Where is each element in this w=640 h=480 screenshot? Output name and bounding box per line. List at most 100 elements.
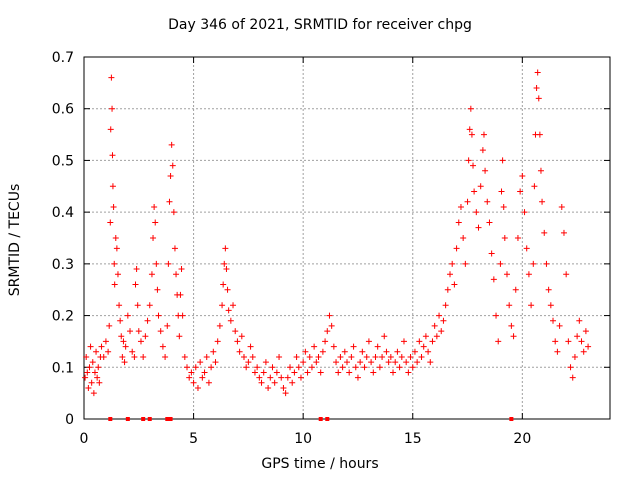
data-point (166, 198, 173, 205)
data-point (486, 219, 493, 226)
data-point (333, 359, 340, 366)
y-tick-label: 0.7 (52, 50, 74, 66)
data-point (153, 260, 160, 267)
data-point (197, 359, 204, 366)
data-point (400, 338, 407, 345)
data-point (523, 245, 530, 252)
data-point (194, 384, 201, 391)
data-point (260, 369, 267, 376)
data-point (199, 374, 206, 381)
data-point (304, 369, 311, 376)
data-point (534, 69, 541, 76)
data-point (159, 343, 166, 350)
data-point (162, 353, 169, 360)
data-point (326, 312, 333, 319)
data-point (148, 271, 155, 278)
data-point (201, 369, 208, 376)
y-tick-label: 0.5 (52, 153, 74, 169)
data-point (376, 364, 383, 371)
data-point (508, 322, 515, 329)
data-point (181, 353, 188, 360)
data-point (251, 369, 258, 376)
data-point (112, 235, 119, 241)
data-point (240, 353, 247, 360)
data-point (169, 162, 176, 169)
data-point (490, 276, 497, 283)
data-point (453, 245, 460, 252)
data-point (179, 312, 186, 319)
x-tick-label: 10 (294, 431, 312, 447)
data-point (245, 359, 252, 366)
data-point (495, 338, 502, 345)
data-point (144, 317, 151, 324)
data-point (411, 348, 418, 355)
data-point (249, 353, 256, 360)
data-point (122, 343, 129, 350)
data-point (512, 286, 519, 293)
data-point (427, 359, 434, 366)
data-point (119, 353, 126, 360)
data-point (98, 343, 105, 350)
data-point (108, 74, 115, 81)
data-point (457, 203, 464, 210)
data-point (352, 364, 359, 371)
data-point (567, 364, 574, 371)
data-point (455, 219, 462, 226)
data-point (442, 302, 449, 309)
data-point (134, 302, 141, 309)
data-point (300, 359, 307, 366)
data-point (543, 260, 550, 267)
data-point (465, 157, 472, 164)
data-point (409, 364, 416, 371)
data-point (467, 105, 474, 112)
data-point (262, 359, 269, 366)
data-point (460, 235, 467, 241)
data-point (110, 203, 117, 210)
data-point (278, 374, 285, 381)
zero-point (165, 417, 170, 421)
data-point (140, 353, 147, 360)
data-point (381, 333, 388, 340)
data-point (554, 348, 561, 355)
data-point (464, 198, 471, 205)
data-point (436, 312, 443, 319)
data-point (137, 338, 144, 345)
data-point (151, 203, 158, 210)
data-point (372, 353, 379, 360)
data-point (497, 260, 504, 267)
data-point (84, 369, 91, 376)
data-point (216, 322, 223, 329)
data-point (100, 353, 107, 360)
data-point (449, 260, 456, 267)
data-point (269, 364, 276, 371)
data-point (227, 317, 234, 324)
data-point (165, 260, 172, 267)
zero-point (168, 417, 173, 421)
zero-point (141, 417, 146, 421)
data-point (319, 348, 326, 355)
data-point (167, 172, 174, 179)
data-point (335, 369, 342, 376)
data-point (131, 353, 138, 360)
data-point (222, 245, 229, 252)
data-point (178, 266, 185, 273)
data-point (276, 353, 283, 360)
zero-point (509, 417, 514, 421)
data-point (344, 359, 350, 366)
data-point (506, 302, 513, 309)
data-point (230, 302, 237, 309)
data-point (192, 364, 199, 371)
data-point (267, 374, 274, 381)
data-point (188, 369, 195, 376)
data-point (225, 307, 232, 314)
data-point (560, 229, 567, 236)
data-point (221, 260, 228, 267)
data-point (220, 281, 227, 288)
data-point (150, 235, 157, 241)
data-point (88, 379, 95, 386)
data-point (473, 209, 480, 216)
data-point (87, 343, 94, 350)
data-point (416, 338, 423, 345)
data-point (302, 348, 309, 355)
data-point (212, 359, 219, 366)
